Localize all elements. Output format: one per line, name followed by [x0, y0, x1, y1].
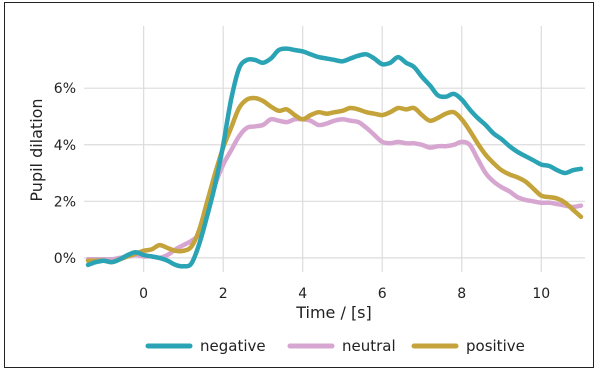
y-tick-label-2: 4%: [54, 138, 76, 154]
x-tick-label-4: 8: [457, 286, 466, 302]
series-line-neutral: [85, 116, 584, 262]
series-line-positive: [85, 95, 584, 265]
legend-item-negative: negative: [145, 337, 266, 355]
grid-lines: [84, 26, 585, 272]
legend-label-neutral: neutral: [342, 337, 396, 355]
x-axis-label: Time / [s]: [295, 303, 372, 322]
x-tick-label-5: 10: [532, 286, 550, 302]
legend-item-neutral: neutral: [287, 337, 396, 355]
x-tick-label-2: 4: [298, 286, 307, 302]
series-line-negative: [85, 46, 584, 269]
y-axis-label: Pupil dilation: [27, 98, 46, 201]
legend-label-negative: negative: [200, 337, 266, 355]
y-tick-label-0: 0%: [54, 251, 76, 267]
y-tick-labels: 0% 2% 4% 6%: [54, 81, 76, 267]
x-tick-labels: 0 2 4 6 8 10: [139, 286, 550, 302]
series-lines: [85, 46, 584, 269]
legend-item-positive: positive: [411, 337, 525, 355]
legend: negative neutral positive: [145, 337, 525, 355]
legend-label-positive: positive: [466, 337, 525, 355]
x-tick-label-3: 6: [378, 286, 387, 302]
x-tick-label-1: 2: [219, 286, 228, 302]
x-tick-label-0: 0: [139, 286, 148, 302]
y-tick-label-1: 2%: [54, 194, 76, 210]
y-tick-label-3: 6%: [54, 81, 76, 97]
